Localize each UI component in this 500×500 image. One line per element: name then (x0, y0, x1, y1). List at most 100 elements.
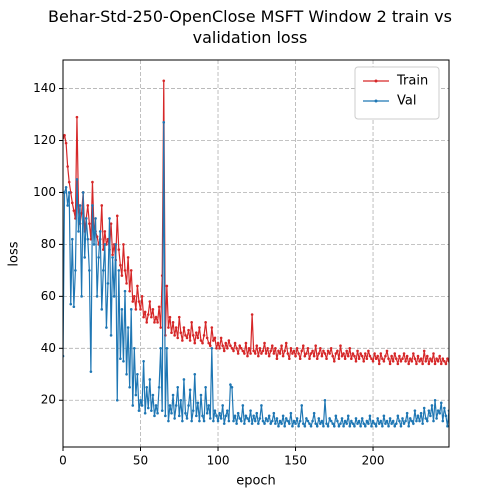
point (315, 424, 319, 428)
point (250, 422, 254, 425)
point (204, 385, 207, 389)
point (91, 204, 94, 207)
point (418, 359, 421, 363)
point (381, 424, 384, 428)
point (351, 352, 355, 355)
line (63, 122, 449, 428)
point (140, 404, 144, 407)
point (168, 315, 172, 319)
point (235, 347, 238, 350)
point (343, 419, 347, 423)
x-tick-label: 100 (207, 454, 230, 468)
point (252, 349, 255, 353)
point (427, 362, 431, 366)
point (198, 419, 201, 423)
point (348, 347, 352, 350)
point (120, 308, 124, 311)
point (66, 165, 69, 168)
point (139, 308, 142, 311)
point (322, 424, 325, 428)
point (345, 349, 348, 353)
point (218, 411, 221, 415)
point (188, 339, 192, 342)
legend-marker (374, 99, 378, 103)
point (308, 422, 311, 425)
point (157, 305, 161, 309)
point (295, 417, 299, 420)
point (270, 419, 274, 423)
point (215, 347, 218, 350)
point (374, 424, 378, 428)
point (181, 419, 184, 423)
point (329, 347, 333, 350)
point (277, 424, 280, 428)
point (325, 357, 328, 360)
point (284, 417, 288, 420)
point (140, 295, 144, 298)
point (398, 419, 401, 423)
point (300, 349, 304, 353)
point (314, 344, 317, 348)
point (75, 178, 79, 181)
point (120, 274, 124, 277)
point (154, 315, 158, 319)
point (408, 417, 412, 420)
point (198, 326, 201, 329)
point (387, 357, 390, 360)
point (422, 406, 426, 410)
point (377, 422, 381, 425)
point (205, 336, 209, 340)
point (410, 359, 414, 363)
point (387, 424, 390, 428)
point (443, 406, 446, 410)
point (199, 339, 203, 342)
point (311, 419, 314, 423)
point (210, 326, 214, 329)
point (323, 352, 327, 355)
point (280, 422, 283, 425)
point (177, 315, 181, 319)
point (399, 359, 403, 363)
point (348, 424, 352, 428)
point (429, 414, 432, 418)
point (354, 359, 358, 363)
point (319, 422, 322, 425)
point (117, 269, 121, 272)
point (230, 347, 234, 350)
point (241, 404, 245, 407)
y-tick-label: 100 (33, 185, 56, 199)
point (305, 352, 308, 355)
point (103, 230, 107, 233)
point (385, 349, 389, 353)
point (196, 336, 200, 340)
point (159, 326, 162, 329)
point (384, 422, 387, 425)
point (402, 352, 406, 355)
point (184, 411, 187, 415)
point (359, 424, 362, 428)
point (123, 269, 127, 272)
point (303, 354, 307, 358)
point (177, 414, 181, 418)
point (219, 336, 223, 340)
point (241, 349, 245, 353)
point (441, 357, 445, 360)
point (128, 289, 131, 293)
point (95, 295, 99, 298)
point (119, 263, 122, 267)
point (153, 321, 156, 324)
point (269, 422, 273, 425)
point (351, 422, 355, 425)
point (367, 349, 370, 353)
point (111, 253, 114, 257)
point (115, 214, 119, 218)
point (213, 409, 217, 412)
point (185, 417, 189, 420)
point (226, 409, 229, 412)
point (129, 269, 133, 272)
point (246, 354, 249, 358)
point (67, 191, 71, 194)
point (146, 313, 150, 316)
point (439, 362, 443, 366)
point (243, 352, 246, 355)
